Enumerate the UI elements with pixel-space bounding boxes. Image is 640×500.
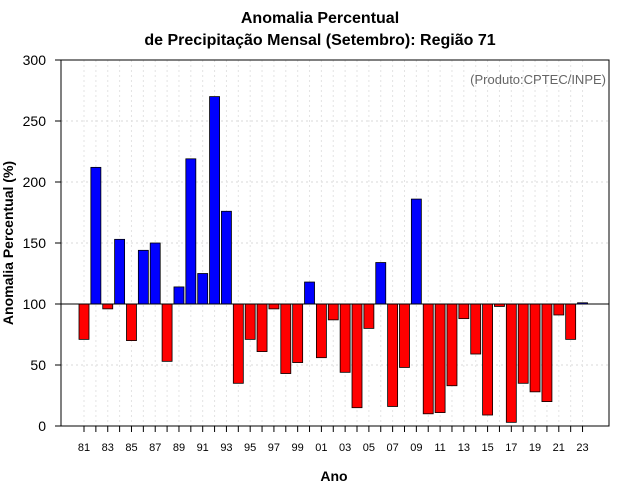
bar-2003 — [339, 303, 351, 373]
x-tick-label: 97 — [268, 442, 280, 454]
bar-2011 — [434, 303, 446, 413]
bar-1982 — [90, 166, 102, 305]
x-tick-label: 95 — [244, 442, 256, 454]
y-tick-label: 50 — [30, 357, 46, 373]
x-tick-label: 89 — [173, 442, 185, 454]
bar-1998 — [280, 303, 292, 374]
bar-2006 — [375, 262, 387, 305]
bar-2007 — [387, 303, 399, 407]
bar-2002 — [327, 303, 339, 321]
bar-1996 — [256, 303, 268, 352]
bar-2022 — [565, 303, 577, 340]
bar-2014 — [470, 303, 482, 355]
x-tick-label: 13 — [458, 442, 470, 454]
bar-1984 — [114, 238, 126, 305]
bar-2017 — [505, 303, 517, 423]
x-tick-label: 83 — [102, 442, 114, 454]
x-tick-label: 11 — [434, 442, 445, 454]
bar-1999 — [292, 303, 304, 363]
bars — [78, 96, 588, 423]
bar-2005 — [363, 303, 375, 329]
x-tick-label: 21 — [553, 442, 565, 454]
bar-2010 — [422, 303, 434, 415]
bar-1995 — [244, 303, 256, 340]
bar-1994 — [232, 303, 244, 384]
y-tick-label: 150 — [23, 235, 47, 251]
bar-1981 — [78, 303, 90, 340]
x-tick-label: 17 — [505, 442, 517, 454]
bar-2013 — [458, 303, 470, 320]
x-tick-label: 91 — [197, 442, 209, 454]
bar-2001 — [315, 303, 327, 359]
x-tick-label: 85 — [125, 442, 137, 454]
bar-1987 — [149, 242, 161, 305]
chart-subtitle: de Precipitação Mensal (Setembro): Regiã… — [144, 32, 496, 49]
bar-2019 — [529, 303, 541, 393]
x-tick-label: 07 — [386, 442, 398, 454]
bar-2008 — [399, 303, 410, 368]
x-tick-label: 19 — [529, 442, 541, 454]
y-tick-label: 300 — [23, 52, 47, 68]
chart-title: Anomalia Percentual — [240, 10, 400, 27]
bar-1986 — [137, 249, 149, 305]
x-tick-label: 05 — [363, 442, 375, 454]
bar-2012 — [446, 303, 458, 387]
x-tick-label: 23 — [576, 442, 588, 454]
bar-2009 — [410, 198, 422, 305]
x-tick-label: 99 — [292, 442, 304, 454]
bar-1983 — [102, 303, 114, 310]
bar-1988 — [161, 303, 173, 362]
bar-2018 — [517, 303, 529, 384]
source-annotation: (Produto:CPTEC/INPE) — [470, 72, 606, 87]
x-tick-label: 93 — [220, 442, 232, 454]
x-tick-label: 01 — [315, 442, 327, 454]
x-tick-label: 81 — [78, 442, 90, 454]
x-tick-label: 09 — [410, 442, 422, 454]
bar-1985 — [126, 303, 137, 341]
y-axis: 0 50 100 150 200 250 300 — [23, 52, 61, 434]
bar-2021 — [553, 303, 565, 316]
x-tick-label: 15 — [481, 442, 493, 454]
bar-1997 — [268, 303, 280, 310]
x-axis: 81 83 85 87 89 91 93 95 97 99 01 03 05 07 09 11 13 15 17 19… — [78, 426, 589, 454]
y-tick-label: 250 — [23, 113, 47, 129]
bar-1991 — [197, 273, 209, 305]
bar-1992 — [209, 96, 220, 305]
y-axis-label: Anomalia Percentual (%) — [0, 161, 16, 325]
x-axis-label: Ano — [320, 468, 347, 484]
bar-2000 — [304, 281, 315, 305]
bar-1990 — [185, 158, 197, 305]
bar-2015 — [482, 303, 493, 416]
bar-1989 — [173, 286, 185, 305]
y-tick-label: 200 — [23, 174, 47, 190]
bar-1993 — [221, 210, 232, 305]
bar-2020 — [541, 303, 553, 402]
y-tick-label: 100 — [23, 296, 47, 312]
y-tick-label: 0 — [38, 418, 46, 434]
bar-2004 — [351, 303, 363, 409]
x-tick-label: 03 — [339, 442, 351, 454]
x-tick-label: 87 — [149, 442, 161, 454]
